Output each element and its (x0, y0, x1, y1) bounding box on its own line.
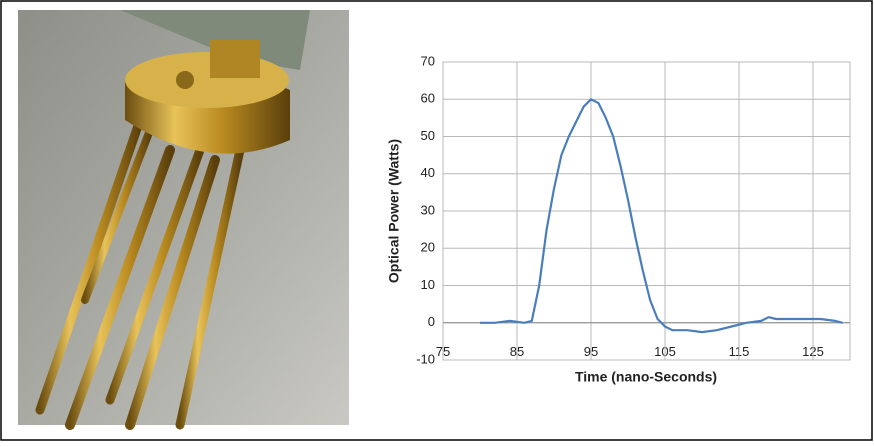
y-tick-label: 30 (421, 202, 435, 217)
photo (18, 10, 349, 430)
x-axis-label: Time (nano-Seconds) (575, 369, 717, 385)
y-tick-label: 20 (421, 240, 435, 255)
y-tick-label: 0 (428, 314, 435, 329)
y-tick-label: 50 (421, 128, 435, 143)
y-tick-label: 70 (421, 53, 435, 68)
y-tick-label: 10 (421, 277, 435, 292)
y-axis-label: Optical Power (Watts) (386, 139, 402, 283)
y-tick-label: 40 (421, 165, 435, 180)
y-tick-label: 60 (421, 91, 435, 106)
data-line (480, 98, 843, 334)
y-tick-label: -10 (416, 351, 435, 366)
